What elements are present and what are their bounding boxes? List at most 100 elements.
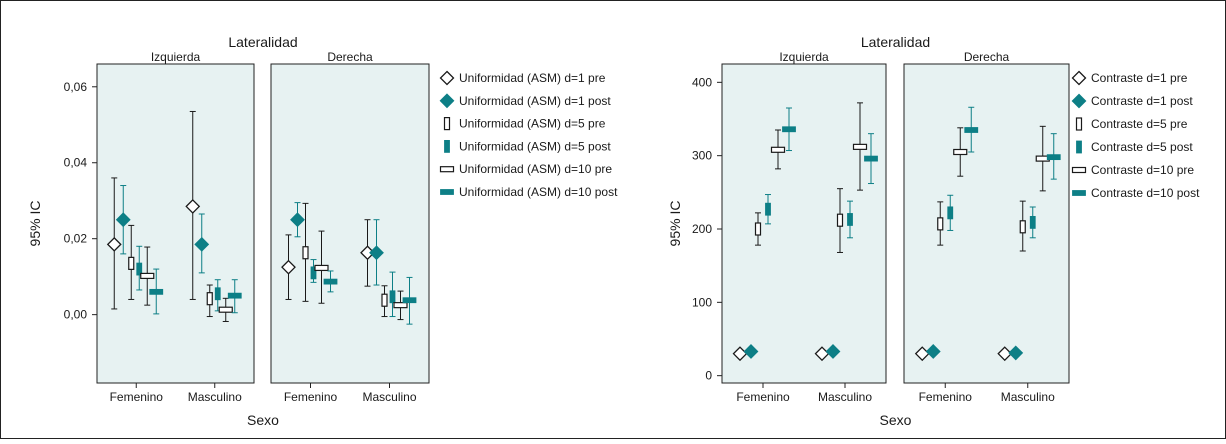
legend-marker bbox=[440, 189, 454, 195]
legend-item: Contraste d=5 post bbox=[1076, 140, 1193, 154]
mean-marker bbox=[281, 259, 296, 275]
panel-izquierda: Izquierda Femenino Masculino bbox=[721, 50, 887, 404]
legend-label: Uniformidad (ASM) d=10 pre bbox=[459, 162, 612, 176]
legend-marker bbox=[1071, 93, 1087, 109]
mean-marker bbox=[185, 198, 201, 214]
mean-marker bbox=[393, 302, 408, 309]
legend-item: Uniformidad (ASM) d=1 post bbox=[439, 93, 611, 109]
mean-marker bbox=[937, 217, 944, 231]
series-1 bbox=[732, 346, 1013, 362]
series-6 bbox=[149, 268, 417, 325]
mean-marker bbox=[115, 212, 131, 228]
mean-marker bbox=[302, 246, 309, 260]
y-tick-label: 0,00 bbox=[64, 308, 88, 322]
panel-label: Derecha bbox=[327, 50, 373, 64]
mean-marker bbox=[310, 266, 317, 280]
mean-marker bbox=[925, 344, 941, 359]
panel-background bbox=[270, 63, 430, 384]
legend-marker bbox=[1072, 190, 1086, 196]
mean-marker bbox=[1008, 345, 1024, 361]
mean-marker bbox=[149, 288, 164, 295]
panel-izquierda: Izquierda Femenino Masculino bbox=[96, 50, 255, 404]
y-tick-label: 100 bbox=[692, 295, 712, 309]
mean-marker bbox=[218, 306, 233, 313]
legend-item: Contraste d=1 pre bbox=[1071, 70, 1188, 86]
mean-marker bbox=[136, 262, 143, 276]
mean-marker bbox=[754, 222, 762, 236]
y-tick-label: 200 bbox=[692, 222, 712, 236]
mean-marker bbox=[765, 202, 771, 216]
legend-marker bbox=[444, 139, 450, 153]
series-4 bbox=[765, 194, 1036, 239]
legend-marker bbox=[439, 166, 455, 173]
mean-marker bbox=[140, 272, 155, 280]
legend: Contraste d=1 pre Contraste d=1 post Contr… bbox=[1071, 70, 1200, 200]
mean-marker bbox=[290, 212, 305, 228]
legend-label: Uniformidad (ASM) d=5 pre bbox=[459, 117, 606, 131]
legend-item: Contraste d=10 pre bbox=[1071, 163, 1194, 177]
legend-marker bbox=[439, 70, 455, 86]
mean-marker bbox=[847, 213, 853, 226]
series-3 bbox=[754, 188, 1026, 253]
series-2 bbox=[115, 185, 384, 286]
mean-marker bbox=[997, 346, 1013, 362]
x-tick-label: Masculino bbox=[362, 390, 416, 404]
x-tick-label: Masculino bbox=[818, 390, 872, 404]
x-tick-label: Femenino bbox=[736, 390, 790, 404]
series-3 bbox=[128, 202, 388, 318]
legend-item: Contraste d=10 post bbox=[1072, 186, 1200, 200]
mean-marker bbox=[314, 264, 329, 272]
legend-item: Contraste d=1 post bbox=[1071, 93, 1193, 109]
legend-item: Uniformidad (ASM) d=5 post bbox=[444, 139, 611, 153]
y-tick-label: 0 bbox=[705, 369, 712, 383]
mean-marker bbox=[214, 287, 221, 301]
legend-marker bbox=[1075, 117, 1083, 131]
legend-label: Uniformidad (ASM) d=1 pre bbox=[459, 71, 606, 85]
y-axis-label: 95% IC bbox=[27, 201, 43, 247]
legend-label: Uniformidad (ASM) d=10 post bbox=[459, 185, 618, 199]
mean-marker bbox=[770, 146, 786, 153]
legend-item: Uniformidad (ASM) d=10 post bbox=[440, 185, 618, 199]
mean-marker bbox=[864, 155, 878, 162]
legend: Uniformidad (ASM) d=1 pre Uniformidad (AS… bbox=[439, 70, 618, 199]
mean-marker bbox=[852, 143, 868, 150]
series-2 bbox=[743, 344, 1024, 361]
mean-marker bbox=[381, 293, 388, 307]
mean-marker bbox=[323, 278, 338, 285]
panel-label: Izquierda bbox=[151, 50, 201, 64]
chart-title: Lateralidad bbox=[228, 34, 297, 50]
mean-marker bbox=[782, 126, 796, 133]
x-axis-label: Sexo bbox=[880, 412, 912, 428]
legend-marker bbox=[1076, 140, 1082, 154]
series-5 bbox=[140, 230, 408, 322]
mean-marker bbox=[743, 344, 759, 359]
legend-marker bbox=[1071, 166, 1087, 174]
panel-derecha: Derecha Femenino Masculino bbox=[270, 50, 430, 404]
legend-item: Uniformidad (ASM) d=5 pre bbox=[443, 116, 606, 131]
series-6 bbox=[782, 106, 1061, 185]
x-tick-label: Masculino bbox=[1001, 390, 1055, 404]
y-tick-label: 300 bbox=[692, 149, 712, 163]
mean-marker bbox=[106, 236, 122, 252]
panel-label: Derecha bbox=[964, 50, 1010, 64]
mean-marker bbox=[194, 236, 210, 252]
legend-marker bbox=[443, 116, 451, 131]
mean-marker bbox=[389, 290, 396, 304]
x-tick-label: Masculino bbox=[188, 390, 242, 404]
y-tick-label: 0,02 bbox=[64, 232, 88, 246]
mean-marker bbox=[128, 256, 135, 270]
mean-marker bbox=[1046, 154, 1061, 161]
x-tick-label: Femenino bbox=[919, 390, 973, 404]
legend-label: Contraste d=1 pre bbox=[1091, 71, 1188, 85]
legend-label: Contraste d=10 post bbox=[1091, 186, 1200, 200]
x-tick-label: Femenino bbox=[110, 390, 164, 404]
mean-marker bbox=[402, 297, 417, 304]
mean-marker bbox=[947, 206, 954, 220]
legend-marker bbox=[1071, 70, 1087, 86]
legend-item: Uniformidad (ASM) d=10 pre bbox=[439, 162, 612, 176]
mean-marker bbox=[1019, 220, 1026, 234]
chart-title: Lateralidad bbox=[861, 34, 930, 50]
